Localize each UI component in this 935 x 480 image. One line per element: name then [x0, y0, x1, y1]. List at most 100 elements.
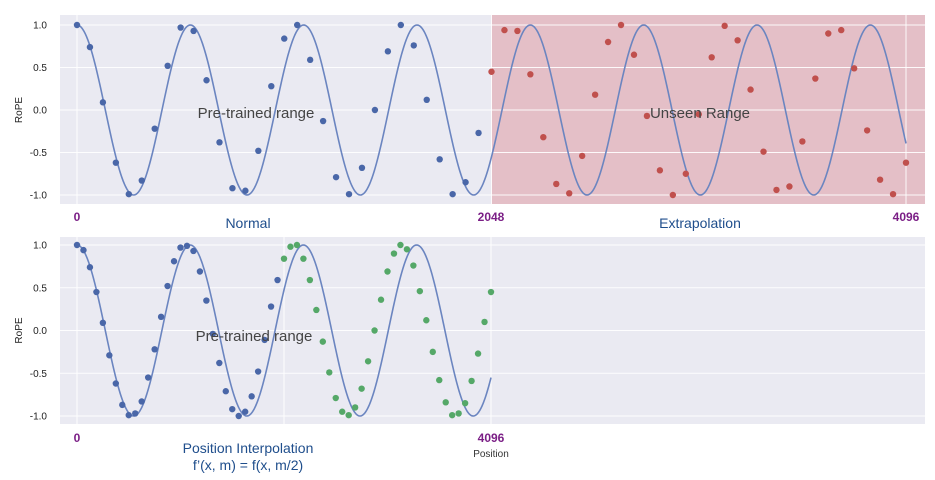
chart0-pretrained-point [138, 177, 145, 184]
chart1-pretrained-point [248, 393, 255, 400]
chart0-region-label: Pre-trained range [198, 105, 315, 122]
chart1-pretrained-point [99, 319, 107, 327]
chart1-pretrained-point [267, 303, 275, 310]
chart1-ytick-label: 0.0 [33, 326, 47, 337]
chart1-interpolated-point [377, 296, 385, 303]
chart0-extrapolated-point [902, 159, 910, 166]
chart1-interpolated-point [442, 399, 449, 406]
chart1-interpolated-point [358, 385, 365, 392]
chart1-pretrained-point [235, 412, 242, 420]
chart1-interpolated-point [390, 250, 398, 257]
chart0-ytick-label: 1.0 [33, 21, 47, 32]
chart0-extrapolated-point [540, 134, 547, 141]
chart1-interpolated-point [461, 399, 469, 407]
chart0-extrapolated-point [786, 183, 793, 190]
chart1-pretrained-point [106, 352, 113, 359]
chart0-pretrained-point [177, 24, 184, 31]
chart0-pretrained-point [190, 27, 197, 35]
chart1-interpolated-point [429, 348, 436, 356]
chart0-pretrained-point [281, 35, 288, 42]
chart1-pretrained-point [164, 282, 171, 290]
chart0-extrapolated-point [708, 54, 715, 61]
chart1-ylabel: RoPE [14, 317, 25, 343]
chart0-extrapolated-point [566, 190, 573, 197]
chart0-extrapolated-point [488, 68, 495, 75]
chart0-extrapolated-point [825, 30, 832, 37]
chart0-pretrained-point [384, 48, 392, 55]
chart0-ytick-label: 0.0 [33, 106, 47, 117]
chart0-extrapolated-point [656, 167, 664, 174]
chart1-interpolated-point [293, 241, 301, 249]
chart1-region-label: Pre-trained range [196, 328, 313, 345]
chart1-interpolated-point [313, 306, 320, 314]
chart0-extrapolated-point [669, 191, 677, 199]
chart0-extrapolated-point [578, 152, 586, 160]
chart1-pretrained-point [216, 359, 223, 367]
chart0-extrapolated-point [604, 38, 612, 46]
chart1-interpolated-point [481, 318, 488, 326]
chart1-interpolated-point [448, 411, 456, 419]
chart1-pretrained-point [157, 313, 165, 321]
chart0-pretrained-point [151, 125, 158, 132]
chart1-ytick-label: 1.0 [33, 241, 47, 252]
chart0-extrapolated-point [527, 71, 534, 78]
chart0-extrapolated-point [889, 190, 897, 198]
chart0-extrapolated-point [760, 148, 767, 155]
chart0-position-label: 2048 [478, 210, 505, 224]
chart0-pretrained-point [242, 187, 249, 194]
chart1-pretrained-point [125, 411, 132, 419]
chart1-pretrained-point [73, 241, 81, 249]
chart1-pretrained-point [80, 246, 87, 254]
chart1-interpolated-point [371, 327, 378, 334]
chart1-interpolated-point [403, 246, 411, 253]
chart0-pretrained-point [423, 96, 430, 104]
chart0-pretrained-point [294, 21, 301, 29]
chart0-extrapolated-point [773, 186, 780, 194]
chart0-extrapolated-point [876, 176, 884, 183]
chart0-pretrained-point [358, 164, 366, 171]
chart0-ytick-label: -0.5 [30, 148, 48, 159]
chart1-position-label: 0 [74, 431, 81, 445]
chart1-pretrained-point [112, 380, 120, 387]
chart0-pretrained-point [332, 173, 340, 181]
chart0-extrapolated-point [617, 21, 625, 29]
chart1-pretrained-point [177, 244, 184, 251]
chart1-interpolated-point [423, 317, 430, 324]
chart0-position-label: 0 [74, 210, 81, 224]
chart1-ytick-label: -0.5 [30, 369, 48, 380]
chart1-pretrained-point [222, 388, 229, 395]
chart1-section-label: Position Interpolation [183, 440, 314, 456]
chart0-extrapolated-point [514, 27, 521, 35]
chart1-xlabel: Position [473, 449, 509, 460]
chart1-pretrained-point [132, 410, 139, 417]
chart1-pretrained-point [119, 401, 126, 409]
chart1-pretrained-point [86, 264, 94, 271]
chart0-pretrained-point [306, 56, 314, 64]
chart0-pretrained-point [371, 106, 379, 114]
chart0-extrapolated-point [812, 75, 819, 82]
chart0-section-label: Extrapolation [659, 215, 741, 231]
chart0-pretrained-point [99, 99, 107, 106]
chart0-pretrained-point [475, 129, 482, 137]
chart0-ytick-label: 0.5 [33, 63, 47, 74]
chart0-pretrained-point [345, 190, 353, 198]
chart1-position-label: 4096 [478, 431, 505, 445]
chart0-extrapolated-point [734, 37, 741, 44]
chart0-ytick-label: -1.0 [30, 191, 48, 202]
chart1-interpolated-point [287, 243, 294, 250]
chart0-pretrained-point [436, 156, 443, 163]
chart1-pretrained-point [190, 247, 197, 255]
chart1-interpolated-point [326, 369, 333, 376]
chart1-section-label: f’(x, m) = f(x, m/2) [193, 457, 303, 473]
chart1-interpolated-point [364, 358, 372, 365]
chart1-ytick-label: -1.0 [30, 412, 48, 423]
chart1-pretrained-point [93, 288, 100, 296]
chart0-position-label: 4096 [893, 210, 920, 224]
chart1-ytick-label: 0.5 [33, 283, 47, 294]
chart0-extrapolated-point [695, 111, 702, 118]
chart1-pretrained-point [144, 374, 152, 381]
chart1-pretrained-point [196, 268, 204, 275]
chart0-extrapolated-point [721, 22, 728, 30]
chart1-interpolated-point [397, 241, 404, 249]
